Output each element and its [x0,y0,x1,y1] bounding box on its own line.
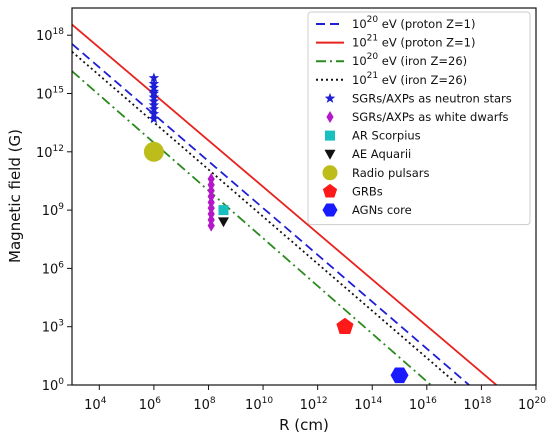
x-tick-label: 1018 [463,396,491,413]
y-tick-label: 106 [42,260,65,277]
legend-item-label: AR Scorpius [352,129,421,143]
x-tick-label: 1010 [245,396,273,413]
x-tick-label: 1012 [300,396,328,413]
legend-marker-pentagon [322,183,338,198]
y-tick-label: 1012 [36,144,64,161]
legend-item-label: 1021 eV (iron Z=26) [352,71,467,87]
y-tick-label: 103 [42,319,64,336]
legend-item-label: SGRs/AXPs as white dwarfs [352,110,509,124]
legend-marker-hexagon [322,203,338,217]
plot-frame [71,7,537,386]
y-tick-label: 1018 [36,27,64,44]
legend-item-label: SGRs/AXPs as neutron stars [352,91,512,105]
data-point-star-11 [148,72,160,83]
legend: 1020 eV (proton Z=1) 1021 eV (proton Z=1)… [307,11,531,226]
x-tick-label: 106 [139,396,162,413]
data-point-square-1 [218,205,229,216]
data-point-star-3 [148,103,160,114]
legend-item-label: 1021 eV (proton Z=1) [352,34,475,50]
data-point-hexagon-1 [390,367,409,384]
x-tick-label: 1020 [518,396,546,413]
y-tick-label: 1015 [36,86,64,103]
x-tick-label: 108 [193,396,216,413]
data-point-star-9 [148,82,160,93]
legend-box [307,11,531,226]
legend-item-label: Radio pulsars [352,166,430,180]
data-point-triangle-down-1 [217,217,229,228]
data-point-pentagon-1 [336,317,354,334]
data-point-circle-1 [143,141,164,162]
legend-marker-diamond [326,111,334,123]
data-point-star-2 [148,108,160,119]
legend-item-label: AE Aquarii [352,147,411,161]
data-point-star-1 [148,113,160,124]
legend-item-label: AGNs core [352,203,412,217]
legend-marker-circle [322,165,338,181]
y-axis-label: Magnetic field (G) [6,129,24,263]
x-tick-label: 104 [84,396,107,413]
x-tick-label: 1014 [354,396,382,413]
data-point-star-8 [148,86,160,97]
series-line-1 [72,43,470,385]
data-point-star-10 [148,78,160,89]
legend-item-label: 1020 eV (proton Z=1) [352,15,475,31]
y-tick-label: 109 [42,202,65,219]
legend-item-label: 1020 eV (iron Z=26) [352,52,467,68]
x-tick-label: 1016 [409,396,437,413]
legend-marker-square [325,130,335,141]
data-point-star-5 [148,95,160,106]
data-point-diamond-9 [207,173,215,186]
legend-item-label: GRBs [352,184,383,198]
legend-marker-triangle-down [324,149,336,160]
series-line-4 [72,51,459,385]
data-point-star-6 [148,91,160,102]
legend-marker-star [324,92,336,103]
series-line-2 [72,23,498,385]
y-tick-label: 100 [42,377,65,394]
x-axis-label: R (cm) [279,416,329,434]
data-point-star-4 [148,99,160,110]
